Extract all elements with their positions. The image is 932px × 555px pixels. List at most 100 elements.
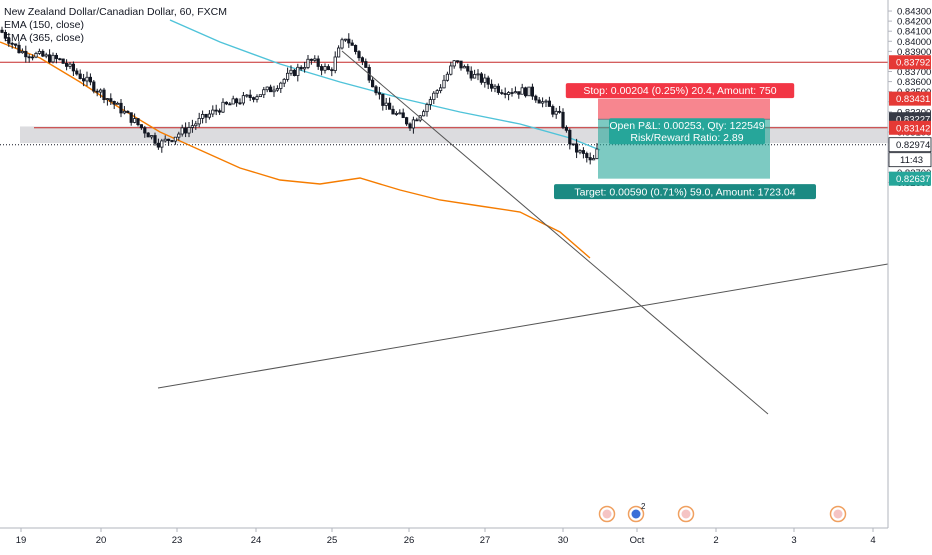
time-tick-label: 30: [558, 535, 569, 546]
candle-body: [404, 117, 409, 125]
price-label-text: 0.82637: [896, 174, 930, 185]
candle-body: [24, 50, 28, 58]
candle-body: [340, 39, 344, 49]
candle-body: [65, 62, 69, 67]
candle-body: [231, 98, 235, 105]
candle-body: [228, 103, 232, 106]
pnl-label-group: Open P&L: 0.00253, Qty: 122549Risk/Rewar…: [609, 118, 765, 145]
candle-body: [381, 93, 385, 106]
chart-legend: New Zealand Dollar/Canadian Dollar, 60, …: [4, 6, 227, 45]
candle-body: [459, 60, 463, 69]
candle-body: [75, 70, 79, 75]
candle-body: [350, 42, 354, 46]
chart-title: New Zealand Dollar/Canadian Dollar, 60, …: [4, 6, 227, 18]
candle-body: [432, 92, 436, 100]
candle-body: [357, 51, 361, 59]
candle-body: [211, 109, 215, 115]
candle-body: [547, 100, 552, 107]
candle-body: [279, 82, 283, 89]
candle-body: [197, 117, 201, 125]
candle-body: [292, 69, 297, 76]
price-label-box: [888, 137, 932, 153]
candle-body: [364, 61, 368, 68]
candle-body: [126, 110, 130, 114]
candle-body: [187, 127, 191, 134]
candle-body: [200, 113, 205, 119]
time-tick-label: 19: [16, 535, 27, 546]
stop-label-text: Stop: 0.00204 (0.25%) 20.4, Amount: 750: [583, 85, 776, 97]
candle-body: [166, 138, 171, 141]
candle-body: [343, 38, 348, 41]
candle-body: [132, 118, 137, 123]
candle-body: [105, 98, 109, 101]
candle-body: [183, 127, 188, 134]
candle-body: [68, 63, 72, 67]
candle-body: [136, 118, 140, 126]
candle-body: [48, 54, 52, 63]
candle-body: [530, 86, 535, 97]
time-tick-label: 3: [791, 535, 796, 546]
price-label-text: 0.83792: [896, 58, 930, 69]
candle-body: [17, 44, 21, 54]
candle-body: [377, 92, 382, 95]
candle-body: [534, 95, 538, 101]
time-tick-label: 2: [713, 535, 718, 546]
candle-body: [299, 66, 303, 70]
candle-body: [347, 38, 351, 44]
candle-body: [268, 86, 273, 93]
candle-body: [255, 96, 259, 100]
candle-body: [170, 140, 174, 142]
event-icon-group: [627, 505, 645, 523]
candle-body: [272, 89, 276, 93]
candle-body: [575, 143, 579, 153]
candle-body: [92, 81, 96, 92]
candle-body: [173, 136, 177, 142]
candle-body: [51, 54, 55, 63]
candle-body: [571, 143, 575, 146]
candle-body: [7, 37, 11, 44]
candle-body: [421, 111, 426, 117]
candle-body: [384, 102, 388, 106]
candle-body: [30, 56, 35, 59]
candle-body: [520, 87, 524, 95]
events-count: 2: [641, 502, 646, 511]
price-tick-label: 0.84100: [897, 27, 931, 38]
candle-body: [251, 97, 256, 100]
candle-body: [524, 87, 528, 97]
candle-body: [391, 108, 395, 115]
candle-body: [360, 57, 365, 62]
legend-ema-150: EMA (150, close): [4, 19, 84, 31]
time-tick-label: Oct: [630, 535, 645, 546]
candle-body: [428, 99, 433, 105]
time-tick-label: 4: [870, 535, 875, 546]
target-label-group: Target: 0.00590 (0.71%) 59.0, Amount: 17…: [554, 184, 816, 200]
candle-body: [387, 102, 392, 110]
pnl-label-line-1: Open P&L: 0.00253, Qty: 122549: [609, 120, 764, 132]
candle-body: [302, 67, 307, 70]
candle-body: [3, 31, 7, 39]
candle-body: [496, 85, 501, 93]
candle-body: [204, 113, 208, 118]
candle-body: [85, 76, 89, 82]
candle-body: [452, 60, 456, 67]
candle-body: [146, 132, 150, 138]
candle-body: [541, 101, 545, 104]
pnl-label-line-2: Risk/Reward Ratio: 2.89: [630, 132, 743, 144]
candle-body: [510, 92, 514, 94]
candle-body: [561, 111, 565, 128]
price-tick-label: 0.84300: [897, 7, 931, 18]
candle-body: [435, 90, 439, 94]
candle-body: [493, 85, 497, 89]
candle-body: [438, 87, 443, 92]
candle-body: [445, 73, 450, 81]
candle-body: [398, 112, 402, 115]
event-icon-center: [681, 509, 691, 519]
candle-body: [180, 127, 184, 135]
candle-body: [319, 66, 324, 71]
candle-body: [588, 157, 592, 161]
candle-body: [374, 86, 378, 94]
candle-body: [177, 133, 181, 138]
candle-body: [139, 124, 143, 129]
